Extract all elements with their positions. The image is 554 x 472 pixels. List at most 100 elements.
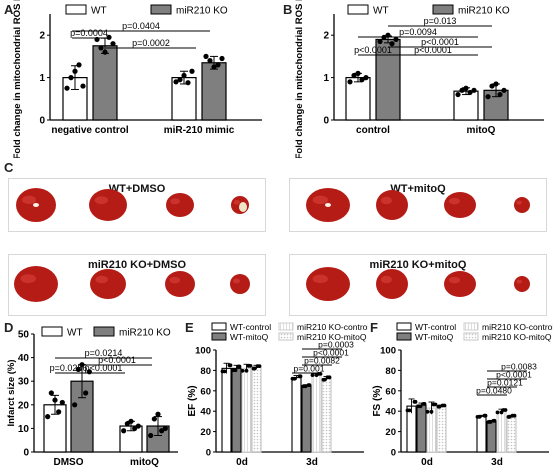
legend-label: miR210 KO-mitoQ xyxy=(482,332,552,342)
legend-label: miR210 KO xyxy=(458,6,510,17)
data-point xyxy=(471,87,477,93)
y-tick-label: 1 xyxy=(323,73,329,84)
data-point xyxy=(135,423,141,429)
data-point xyxy=(413,399,418,404)
data-point xyxy=(407,408,412,413)
data-point xyxy=(437,404,442,409)
data-point xyxy=(72,402,78,408)
significance-label: p<0.0001 xyxy=(85,363,123,373)
data-point xyxy=(189,68,195,74)
y-tick-label: 20 xyxy=(200,427,211,438)
x-tick-label: miR-210 mimic xyxy=(164,125,235,136)
data-point xyxy=(418,404,423,409)
y-tick-label: 60 xyxy=(200,386,211,397)
bar xyxy=(321,378,332,453)
legend-swatch xyxy=(65,4,87,15)
data-point xyxy=(507,415,512,419)
tissue-panel-ko-mitoq: miR210 KO+mitoQ xyxy=(289,254,547,316)
legend-label: WT xyxy=(373,6,389,17)
y-tick-label: 20 xyxy=(385,427,396,438)
data-point xyxy=(512,413,517,418)
data-point xyxy=(347,79,353,85)
y-tick-label: 30 xyxy=(18,377,30,388)
data-point xyxy=(492,418,497,423)
significance-label: p<0.0001 xyxy=(354,45,392,55)
data-point xyxy=(310,373,315,377)
legend-label: miR210 KO-control xyxy=(297,322,368,332)
data-point xyxy=(307,383,312,387)
bar xyxy=(251,366,262,453)
bar xyxy=(201,62,227,121)
data-point xyxy=(76,62,82,68)
significance-label: p=0.0121 xyxy=(487,378,523,388)
tissue-title: miR210 KO+mitoQ xyxy=(369,259,467,271)
data-point xyxy=(433,402,438,407)
bar xyxy=(416,404,427,453)
panel-label-a: A xyxy=(4,2,14,17)
y-tick-label: 0 xyxy=(206,448,211,459)
data-point xyxy=(83,390,89,396)
significance-label: p=0.0004 xyxy=(70,28,108,38)
data-point xyxy=(359,77,365,83)
data-point xyxy=(228,363,233,368)
data-point xyxy=(121,428,127,434)
significance-label: p=0.0404 xyxy=(122,21,160,31)
legend-swatch xyxy=(41,326,63,337)
data-point xyxy=(244,368,249,373)
x-tick-label: control xyxy=(356,125,390,136)
data-point xyxy=(128,418,134,424)
significance-label: p<0.0001 xyxy=(421,37,459,47)
bar xyxy=(291,376,302,453)
y-tick-label: 1 xyxy=(39,73,45,84)
data-point xyxy=(237,364,242,369)
data-point xyxy=(322,377,327,382)
y-tick-label: 0 xyxy=(323,116,329,127)
data-point xyxy=(222,369,227,374)
data-point xyxy=(207,58,213,64)
data-point xyxy=(497,91,503,98)
chart-a: 0 1 2 Fold change in mitochondrial ROS leve… xyxy=(12,0,262,158)
x-tick-label: negative control xyxy=(51,125,128,136)
tissue-title: miR210 KO+DMSO xyxy=(87,259,187,271)
data-point xyxy=(45,414,51,420)
legend-label: miR210 KO-control xyxy=(482,322,553,332)
legend-swatch xyxy=(396,322,412,331)
data-point xyxy=(181,72,187,79)
data-point xyxy=(148,432,154,439)
data-point xyxy=(56,409,62,415)
data-point xyxy=(98,45,104,51)
significance-label: p=0.0083 xyxy=(501,362,537,372)
data-point xyxy=(493,81,499,87)
y-tick-label: 40 xyxy=(385,407,396,418)
x-tick-label: DMSO xyxy=(54,457,84,468)
data-point xyxy=(162,425,168,431)
x-tick-label: 3d xyxy=(491,457,503,468)
significance-label: p=0.0286 xyxy=(50,363,88,373)
data-point xyxy=(463,85,469,91)
tissue-panel-wt-dmso: WT+DMSO xyxy=(8,178,266,232)
y-tick-label: 100 xyxy=(380,346,396,357)
tissue-panel-wt-mitoq: WT+mitoQ xyxy=(289,178,547,232)
y-tick-label: 50 xyxy=(18,330,30,341)
y-tick-label: 100 xyxy=(195,346,211,357)
legend-label: WT xyxy=(67,328,83,339)
y-axis-label: FS (%) xyxy=(372,385,383,416)
legend-swatch xyxy=(278,322,294,331)
data-point xyxy=(59,399,65,406)
legend-swatch xyxy=(463,332,479,341)
data-point xyxy=(422,401,427,406)
data-point xyxy=(52,397,58,403)
bar xyxy=(496,410,507,453)
y-tick-label: 40 xyxy=(200,407,211,418)
significance-label: p<0.0001 xyxy=(98,355,136,365)
x-tick-label: 3d xyxy=(306,457,318,468)
data-point xyxy=(219,55,225,62)
legend-swatch xyxy=(93,326,115,337)
data-point xyxy=(240,368,245,373)
significance-label: p=0.0094 xyxy=(399,27,437,37)
data-point xyxy=(488,420,493,424)
bar xyxy=(476,415,487,453)
legend-label: miR210 KO xyxy=(119,328,171,339)
data-point xyxy=(429,409,434,414)
data-point xyxy=(385,32,391,38)
